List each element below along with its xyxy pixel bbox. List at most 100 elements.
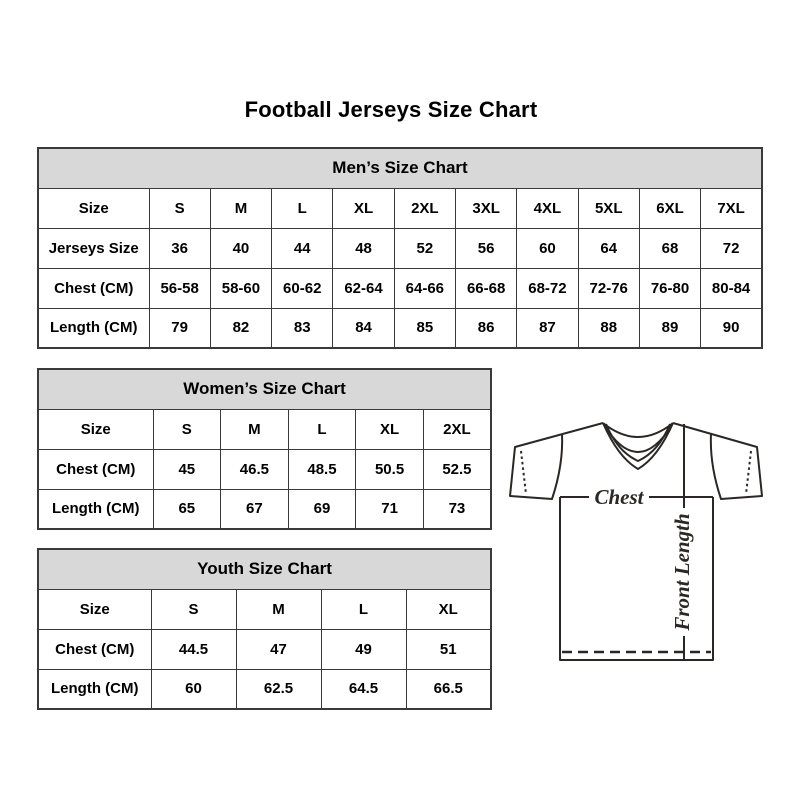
value-cell: 87 xyxy=(516,307,579,349)
table-row: Size S M L XL xyxy=(37,588,492,630)
value-cell: 64-66 xyxy=(393,267,456,309)
value-cell: M xyxy=(209,187,273,229)
table-row: Length (CM) 60 62.5 64.5 66.5 xyxy=(37,668,492,710)
value-cell: 62-64 xyxy=(332,267,395,309)
value-cell: 52.5 xyxy=(422,448,492,490)
value-cell: XL xyxy=(355,408,424,450)
value-cell: 76-80 xyxy=(638,267,702,309)
row-header-cell: Jerseys Size xyxy=(37,227,150,269)
value-cell: 50.5 xyxy=(355,448,424,490)
value-cell: 46.5 xyxy=(220,448,289,490)
table-row: Length (CM) 79 82 83 84 85 86 87 88 89 90 xyxy=(37,307,763,349)
value-cell: S xyxy=(148,187,211,229)
value-cell: 85 xyxy=(393,307,456,349)
row-header-cell: Length (CM) xyxy=(37,307,150,349)
table-row: Chest (CM) 44.5 47 49 51 xyxy=(37,628,492,670)
value-cell: 56-58 xyxy=(148,267,211,309)
value-cell: L xyxy=(320,588,407,630)
front-length-label: Front Length xyxy=(670,513,694,631)
womens-size-table: Women’s Size Chart Size S M L XL 2XL Chest (CM)… xyxy=(37,368,492,530)
value-cell: 89 xyxy=(638,307,702,349)
value-cell: L xyxy=(271,187,334,229)
row-header-cell: Size xyxy=(37,408,154,450)
table-row: Size S M L XL 2XL 3XL 4XL 5XL 6XL 7XL xyxy=(37,187,763,229)
value-cell: 2XL xyxy=(422,408,492,450)
value-cell: 64 xyxy=(577,227,640,269)
jersey-right-sleeve xyxy=(672,422,763,500)
jersey-body xyxy=(559,497,714,661)
row-header-cell: Chest (CM) xyxy=(37,448,154,490)
value-cell: S xyxy=(152,408,222,450)
value-cell: 84 xyxy=(332,307,395,349)
value-cell: 83 xyxy=(271,307,334,349)
value-cell: 82 xyxy=(209,307,273,349)
value-cell: 60 xyxy=(516,227,579,269)
table-row: Size S M L XL 2XL xyxy=(37,408,492,450)
value-cell: 44.5 xyxy=(150,628,237,670)
jersey-collar-back-arc-1 xyxy=(602,422,674,438)
row-header-cell: Chest (CM) xyxy=(37,628,152,670)
table-title: Youth Size Chart xyxy=(37,548,492,590)
value-cell: XL xyxy=(405,588,492,630)
value-cell: 56 xyxy=(454,227,518,269)
chest-label-mask xyxy=(589,485,649,507)
value-cell: 6XL xyxy=(638,187,702,229)
mens-size-table: Men’s Size Chart Size S M L XL 2XL 3XL 4XL 5XL 6XL… xyxy=(37,147,763,349)
jersey-measurement-diagram: Chest Front Length xyxy=(509,422,763,661)
value-cell: 67 xyxy=(220,488,289,530)
value-cell: 68-72 xyxy=(516,267,579,309)
value-cell: S xyxy=(150,588,237,630)
value-cell: 86 xyxy=(454,307,518,349)
value-cell: 69 xyxy=(287,488,357,530)
table-title: Men’s Size Chart xyxy=(37,147,763,189)
row-header-cell: Size xyxy=(37,187,150,229)
table-row: Jerseys Size 36 40 44 48 52 56 60 64 68 72 xyxy=(37,227,763,269)
value-cell: 51 xyxy=(405,628,492,670)
row-header-cell: Chest (CM) xyxy=(37,267,150,309)
value-cell: 48.5 xyxy=(287,448,357,490)
value-cell: 7XL xyxy=(700,187,763,229)
table-row: Chest (CM) 45 46.5 48.5 50.5 52.5 xyxy=(37,448,492,490)
value-cell: 72-76 xyxy=(577,267,640,309)
row-header-cell: Length (CM) xyxy=(37,668,152,710)
left-cuff-dotted-seam xyxy=(520,450,527,495)
value-cell: 2XL xyxy=(393,187,456,229)
value-cell: 47 xyxy=(235,628,322,670)
value-cell: 45 xyxy=(152,448,222,490)
value-cell: 90 xyxy=(700,307,763,349)
value-cell: 4XL xyxy=(516,187,579,229)
value-cell: 60-62 xyxy=(271,267,334,309)
value-cell: 5XL xyxy=(577,187,640,229)
value-cell: 52 xyxy=(393,227,456,269)
chest-label: Chest xyxy=(594,485,644,509)
value-cell: 48 xyxy=(332,227,395,269)
value-cell: 66.5 xyxy=(405,668,492,710)
page-title: Football Jerseys Size Chart xyxy=(244,97,538,122)
youth-size-table: Youth Size Chart Size S M L XL Chest (CM) 44.5 4… xyxy=(37,548,492,710)
value-cell: 64.5 xyxy=(320,668,407,710)
value-cell: 40 xyxy=(209,227,273,269)
value-cell: 66-68 xyxy=(454,267,518,309)
value-cell: M xyxy=(235,588,322,630)
value-cell: 58-60 xyxy=(209,267,273,309)
value-cell: M xyxy=(220,408,289,450)
value-cell: 44 xyxy=(271,227,334,269)
value-cell: 68 xyxy=(638,227,702,269)
row-header-cell: Length (CM) xyxy=(37,488,154,530)
value-cell: 79 xyxy=(148,307,211,349)
value-cell: 73 xyxy=(422,488,492,530)
value-cell: 65 xyxy=(152,488,222,530)
jersey-collar-outer-v xyxy=(602,422,674,470)
value-cell: 60 xyxy=(150,668,237,710)
value-cell: 49 xyxy=(320,628,407,670)
value-cell: 3XL xyxy=(454,187,518,229)
value-cell: XL xyxy=(332,187,395,229)
value-cell: 80-84 xyxy=(700,267,763,309)
value-cell: 62.5 xyxy=(235,668,322,710)
row-header-cell: Size xyxy=(37,588,152,630)
right-cuff-dotted-seam xyxy=(745,450,752,495)
table-row: Length (CM) 65 67 69 71 73 xyxy=(37,488,492,530)
front-length-label-mask xyxy=(672,508,696,636)
value-cell: 88 xyxy=(577,307,640,349)
